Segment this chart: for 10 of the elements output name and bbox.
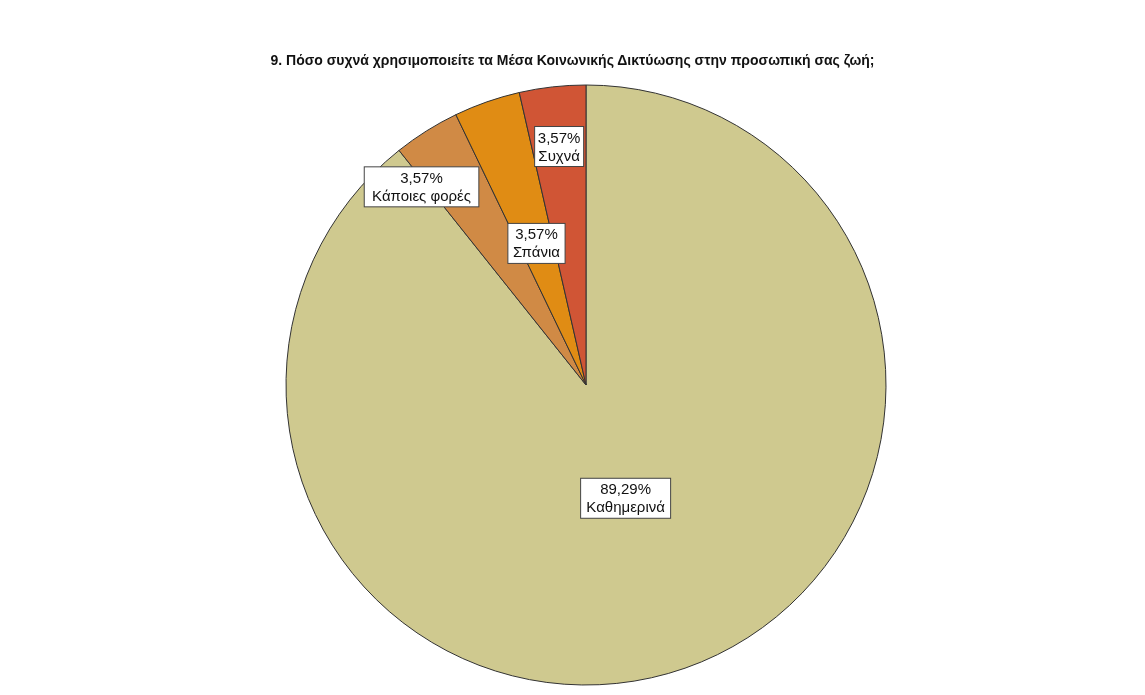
data-label: 3,57% [537, 128, 581, 146]
pie-slice [285, 84, 887, 686]
slice-label: Σπάνια [513, 243, 561, 261]
slice-label: Συχνά [538, 146, 581, 164]
data-label: 3,57% [515, 225, 558, 243]
slice-label: Κάποιες φορές [372, 186, 471, 204]
slice-label: Καθημερινά [586, 498, 666, 516]
chart-title: 9. Πόσο συχνά χρησιμοποιείτε τα Μέσα Κοινωνικής Δικτύωσης στην προσωπική σας ζωή; [269, 52, 876, 68]
data-label: 3,57% [400, 168, 443, 186]
data-label: 89,29% [600, 480, 652, 498]
